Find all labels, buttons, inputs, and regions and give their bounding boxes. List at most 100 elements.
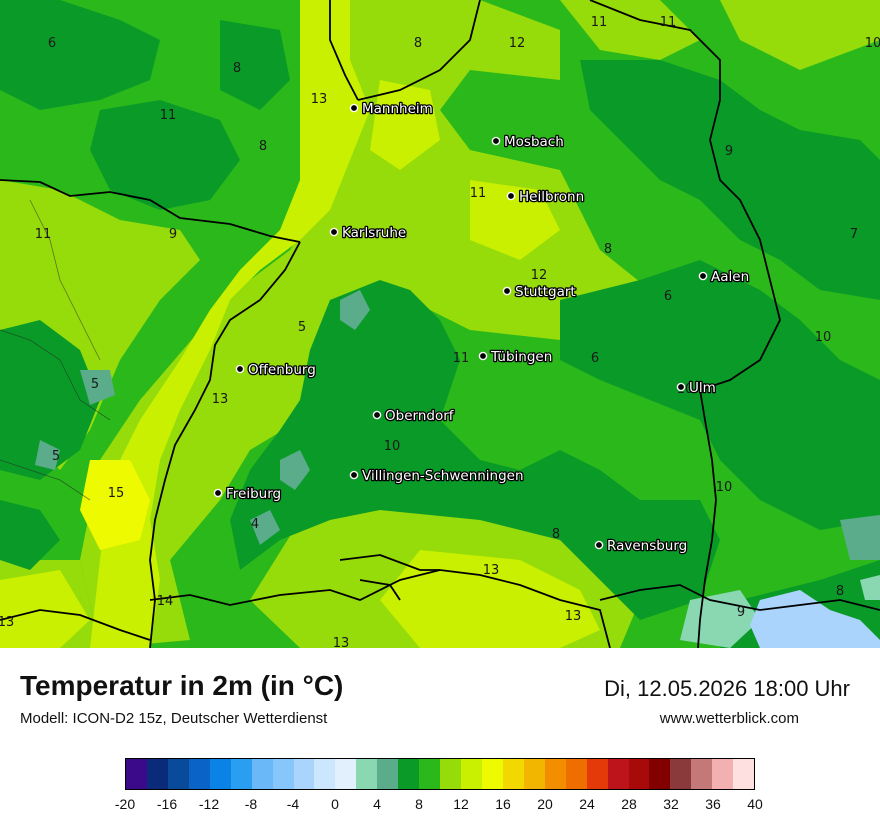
- legend-swatch: [230, 759, 252, 789]
- legend-swatch: [691, 759, 713, 789]
- temperature-value: 10: [865, 36, 880, 51]
- city-marker[interactable]: Ulm: [676, 379, 717, 397]
- color-legend: [125, 758, 755, 790]
- legend-swatch: [167, 759, 189, 789]
- legend-tick-label: -12: [198, 796, 220, 812]
- temperature-value: 6: [591, 351, 599, 366]
- legend-tick-label: 8: [415, 796, 423, 812]
- city-marker[interactable]: Freiburg: [213, 485, 282, 503]
- city-label: Tübingen: [490, 349, 552, 365]
- city-label: Freiburg: [226, 486, 281, 502]
- temperature-value: 13: [483, 563, 500, 578]
- city-dot: [506, 191, 516, 201]
- city-label: Mannheim: [362, 101, 433, 117]
- city-marker[interactable]: Aalen: [698, 268, 750, 286]
- legend-tick-label: 28: [621, 796, 637, 812]
- legend-swatch: [461, 759, 482, 789]
- temperature-value: 13: [311, 92, 328, 107]
- city-marker[interactable]: Mannheim: [349, 100, 434, 118]
- city-label: Stuttgart: [515, 284, 576, 300]
- city-label: Karlsruhe: [342, 225, 406, 241]
- legend-swatch: [544, 759, 566, 789]
- city-dot: [478, 351, 488, 361]
- city-dot: [349, 103, 359, 113]
- city-dot: [349, 470, 359, 480]
- legend-tick-label: -8: [244, 796, 258, 812]
- city-dot: [698, 271, 708, 281]
- city-label: Ravensburg: [607, 538, 687, 554]
- city-marker[interactable]: Tübingen: [478, 348, 554, 366]
- temperature-value: 4: [251, 517, 259, 532]
- temperature-value: 12: [531, 268, 548, 283]
- legend-tick-label: 24: [579, 796, 595, 812]
- city-dot: [213, 488, 223, 498]
- temperature-value: 13: [333, 636, 350, 648]
- legend-tick-label: 40: [747, 796, 763, 812]
- temperature-value: 5: [52, 449, 60, 464]
- temperature-value: 6: [48, 36, 56, 51]
- city-marker[interactable]: Heilbronn: [506, 188, 585, 206]
- city-marker[interactable]: Karlsruhe: [329, 224, 408, 242]
- temperature-value: 8: [552, 527, 560, 542]
- temperature-value: 8: [604, 242, 612, 257]
- city-label: Villingen-Schwenningen: [362, 468, 524, 484]
- legend-swatch: [146, 759, 168, 789]
- legend-swatch: [733, 759, 755, 789]
- temperature-value: 8: [259, 139, 267, 154]
- legend-swatch: [649, 759, 671, 789]
- temperature-value: 10: [716, 480, 733, 495]
- temperature-value: 11: [453, 351, 470, 366]
- legend-swatch: [398, 759, 420, 789]
- city-marker[interactable]: Offenburg: [235, 361, 317, 379]
- city-marker[interactable]: Stuttgart: [502, 283, 577, 301]
- website-link[interactable]: www.wetterblick.com: [659, 710, 799, 727]
- value-labels: 6 8 12 11 11 10 8 13 11 8 9 11 9 11 8 7 12 6 5 11 6 10 5 13 10 5 1…: [0, 15, 880, 648]
- city-marker[interactable]: Oberndorf: [372, 407, 456, 425]
- temperature-value: 9: [737, 605, 745, 620]
- footer: Temperatur in 2m (in °C) Modell: ICON-D2…: [0, 648, 880, 830]
- temperature-value: 10: [815, 330, 832, 345]
- legend-tick-label: 20: [537, 796, 553, 812]
- legend-tick-label: -20: [114, 796, 136, 812]
- city-marker[interactable]: Villingen-Schwenningen: [349, 467, 525, 485]
- temperature-value: 8: [414, 36, 422, 51]
- temperature-value: 13: [212, 392, 229, 407]
- temperature-value: 11: [591, 15, 608, 30]
- city-dot: [491, 136, 501, 146]
- legend-swatch: [356, 759, 378, 789]
- legend-swatch: [126, 759, 147, 789]
- legend-swatch: [440, 759, 461, 789]
- temperature-value: 9: [169, 227, 177, 242]
- legend-swatch: [565, 759, 587, 789]
- legend-swatch: [712, 759, 734, 789]
- map-title: Temperatur in 2m (in °C): [20, 670, 344, 701]
- temperature-value: 8: [836, 584, 844, 599]
- legend-tick-label: 16: [495, 796, 511, 812]
- temperature-value: 9: [725, 144, 733, 159]
- legend-swatch: [607, 759, 629, 789]
- city-label: Offenburg: [248, 362, 316, 378]
- legend-swatch: [209, 759, 231, 789]
- city-dot: [372, 410, 382, 420]
- temperature-value: 14: [157, 594, 174, 609]
- legend-tick-label: 36: [705, 796, 721, 812]
- temperature-value: 11: [35, 227, 52, 242]
- temperature-value: 10: [384, 439, 401, 454]
- city-label: Aalen: [711, 269, 749, 285]
- region-lines: [0, 199, 111, 501]
- city-marker[interactable]: Ravensburg: [594, 537, 689, 555]
- temperature-value: 11: [470, 186, 487, 201]
- city-dot: [502, 286, 512, 296]
- legend-swatch: [272, 759, 294, 789]
- legend-swatch: [293, 759, 315, 789]
- legend-swatch: [335, 759, 357, 789]
- forecast-datetime: Di, 12.05.2026 18:00 Uhr: [604, 676, 850, 701]
- temperature-map[interactable]: 6 8 12 11 11 10 8 13 11 8 9 11 9 11 8 7 12 6 5 11 6 10 5 13 10 5 1…: [0, 0, 880, 648]
- borders: [0, 0, 880, 648]
- temperature-value: 13: [0, 615, 14, 630]
- temperature-value: 5: [91, 377, 99, 392]
- city-marker[interactable]: Mosbach: [491, 133, 565, 151]
- city-dot: [676, 382, 686, 392]
- legend-swatch: [377, 759, 399, 789]
- temperature-value: 13: [565, 609, 582, 624]
